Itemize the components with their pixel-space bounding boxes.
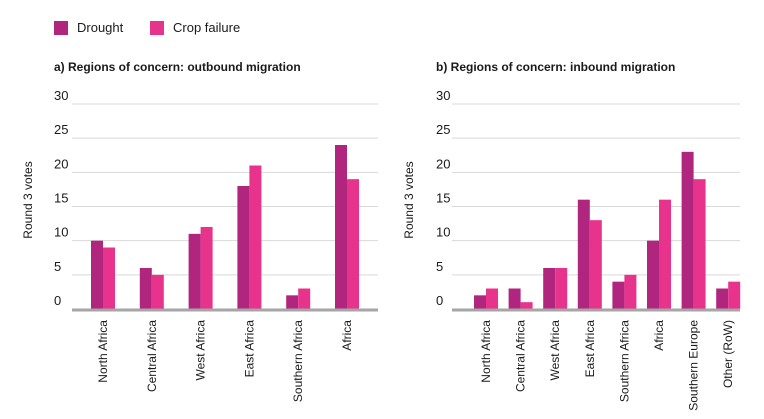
legend-label-crop-failure: Crop failure bbox=[173, 20, 241, 35]
x-tick-label: North Africa bbox=[479, 320, 493, 383]
bar-drought-west-africa bbox=[188, 233, 201, 309]
y-tick-label: 0 bbox=[436, 293, 443, 308]
x-tick-label: Central Africa bbox=[145, 320, 159, 392]
chart-panel-outbound: a) Regions of concern: outbound migratio… bbox=[21, 60, 378, 402]
y-tick-label: 10 bbox=[54, 225, 68, 240]
y-tick-label: 30 bbox=[54, 88, 68, 103]
chart-title: b) Regions of concern: inbound migration bbox=[436, 60, 675, 74]
y-axis-label: Round 3 votes bbox=[402, 161, 416, 238]
x-tick-label: Africa bbox=[652, 320, 666, 351]
bar-drought-north-africa bbox=[91, 240, 103, 309]
bar-crop-failure-north-africa bbox=[486, 288, 498, 309]
y-tick-label: 20 bbox=[436, 156, 450, 171]
x-tick-label: Africa bbox=[340, 320, 354, 351]
bar-drought-other-row bbox=[716, 288, 729, 309]
bar-crop-failure-southern-europe bbox=[693, 179, 706, 309]
bar-crop-failure-east-africa bbox=[589, 220, 602, 309]
bar-drought-central-africa bbox=[139, 268, 152, 309]
bar-crop-failure-west-africa bbox=[555, 268, 568, 309]
y-tick-label: 15 bbox=[436, 191, 450, 206]
bar-crop-failure-central-africa bbox=[151, 274, 164, 309]
bar-drought-north-africa bbox=[474, 295, 486, 309]
bar-drought-west-africa bbox=[543, 268, 556, 309]
bar-crop-failure-other-row bbox=[728, 281, 741, 309]
x-tick-label: Southern Europe bbox=[687, 320, 701, 411]
x-tick-label: Southern Africa bbox=[617, 320, 631, 402]
bar-crop-failure-southern-africa bbox=[624, 274, 637, 309]
bar-drought-east-africa bbox=[237, 186, 250, 309]
bar-drought-east-africa bbox=[577, 199, 590, 309]
x-tick-label: East Africa bbox=[242, 320, 256, 378]
bar-drought-africa bbox=[335, 145, 347, 309]
bar-crop-failure-west-africa bbox=[200, 227, 213, 309]
y-tick-label: 30 bbox=[436, 88, 450, 103]
bar-crop-failure-east-africa bbox=[249, 165, 262, 309]
bar-crop-failure-southern-africa bbox=[298, 288, 311, 309]
x-tick-label: Central Africa bbox=[514, 320, 528, 392]
y-tick-label: 5 bbox=[54, 259, 61, 274]
bar-crop-failure-north-africa bbox=[103, 247, 115, 309]
y-tick-label: 5 bbox=[436, 259, 443, 274]
x-tick-label: West Africa bbox=[194, 320, 208, 381]
legend-swatch-crop-failure bbox=[150, 21, 164, 35]
y-tick-label: 20 bbox=[54, 156, 68, 171]
bar-crop-failure-africa bbox=[347, 179, 359, 309]
chart-panel-inbound: b) Regions of concern: inbound migration… bbox=[402, 60, 741, 411]
x-tick-label: Southern Africa bbox=[291, 320, 305, 402]
y-tick-label: 25 bbox=[436, 122, 450, 137]
y-tick-label: 15 bbox=[54, 191, 68, 206]
y-tick-label: 10 bbox=[436, 225, 450, 240]
bar-crop-failure-central-africa bbox=[520, 302, 533, 309]
bar-drought-southern-europe bbox=[681, 151, 694, 309]
bar-crop-failure-africa bbox=[659, 199, 671, 309]
x-tick-label: West Africa bbox=[548, 320, 562, 381]
x-tick-label: East Africa bbox=[583, 320, 597, 378]
legend-swatch-drought bbox=[54, 21, 68, 35]
y-tick-label: 0 bbox=[54, 293, 61, 308]
bar-drought-southern-africa bbox=[612, 281, 625, 309]
x-tick-label: North Africa bbox=[96, 320, 110, 383]
y-tick-label: 25 bbox=[54, 122, 68, 137]
chart-title: a) Regions of concern: outbound migratio… bbox=[54, 60, 301, 74]
bar-drought-africa bbox=[647, 240, 659, 309]
bar-drought-southern-africa bbox=[286, 295, 299, 309]
legend-label-drought: Drought bbox=[77, 20, 124, 35]
x-tick-label: Other (RoW) bbox=[721, 320, 735, 388]
bar-drought-central-africa bbox=[508, 288, 521, 309]
y-axis-label: Round 3 votes bbox=[21, 161, 35, 238]
